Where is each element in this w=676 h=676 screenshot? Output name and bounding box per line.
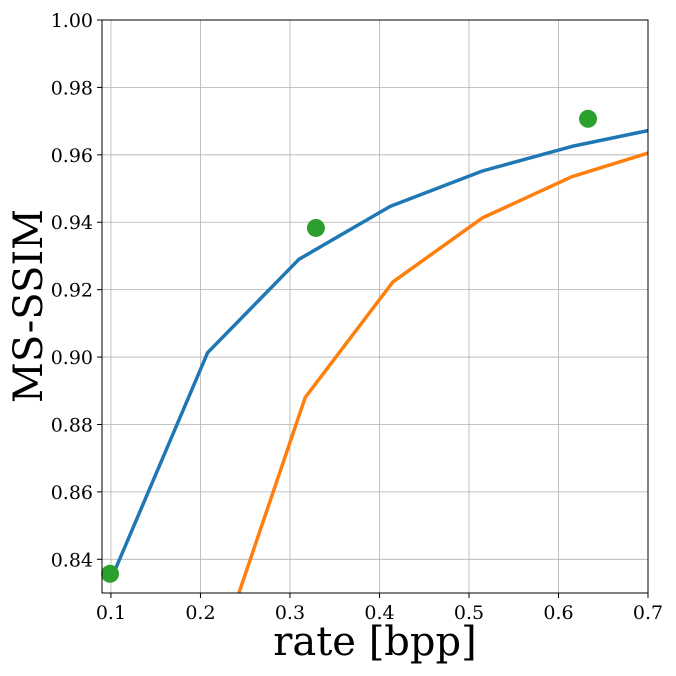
y-tick-label: 1.00 (51, 10, 93, 32)
x-tick-label: 0.4 (364, 602, 394, 624)
x-tick-label: 0.1 (96, 602, 126, 624)
y-tick-label: 0.94 (51, 212, 93, 234)
markers-layer (101, 109, 598, 583)
y-tick-label: 0.98 (51, 77, 93, 99)
x-tick-label: 0.2 (185, 602, 215, 624)
y-tick-label: 0.86 (51, 482, 93, 504)
y-tick-label: 0.84 (51, 549, 93, 571)
data-point (579, 109, 598, 128)
y-axis-title: MS-SSIM (6, 209, 52, 403)
y-axis-ticks: 0.84 0.86 0.88 0.90 0.92 0.94 0.96 0.98 1.00 (51, 10, 102, 571)
x-tick-label: 0.7 (633, 602, 663, 624)
series-line-2 (237, 151, 648, 593)
data-point (306, 218, 325, 237)
y-tick-label: 0.88 (51, 414, 93, 436)
grid (102, 19, 649, 593)
plot-frame (101, 19, 649, 594)
series-layer (109, 128, 648, 593)
x-tick-label: 0.5 (454, 602, 484, 624)
data-point (101, 564, 120, 583)
y-tick-label: 0.90 (51, 347, 93, 369)
series-line-1 (109, 128, 648, 582)
x-tick-label: 0.3 (275, 602, 305, 624)
x-axis-title: rate [bpp] (273, 619, 476, 665)
x-axis-ticks: 0.1 0.2 0.3 0.4 0.5 0.6 0.7 (96, 593, 663, 624)
y-tick-label: 0.92 (51, 280, 93, 302)
y-tick-label: 0.96 (51, 145, 93, 167)
x-tick-label: 0.6 (543, 602, 573, 624)
